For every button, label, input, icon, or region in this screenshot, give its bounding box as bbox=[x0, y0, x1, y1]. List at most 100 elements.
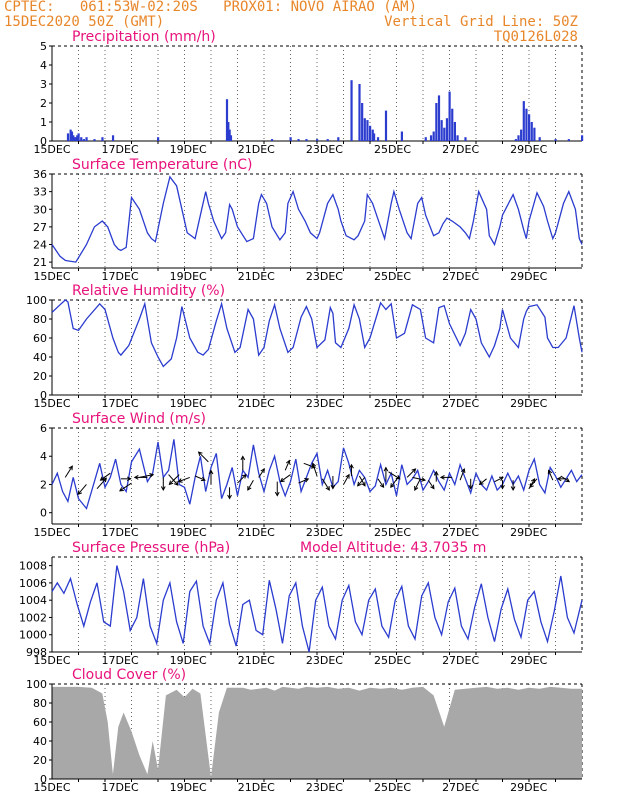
precip-bar bbox=[432, 131, 435, 141]
precip-bar bbox=[522, 101, 525, 141]
precip-bar bbox=[525, 108, 528, 141]
precip-bar bbox=[337, 137, 340, 141]
x-tick-label: 15DEC bbox=[33, 270, 70, 283]
precip-bar bbox=[440, 120, 443, 141]
y-tick-label: 1 bbox=[40, 116, 47, 129]
panel-title: Precipitation (mm/h) bbox=[72, 29, 216, 45]
y-tick-label: 1006 bbox=[19, 577, 47, 590]
x-tick-label: 27DEC bbox=[442, 526, 479, 539]
y-tick-label: 1000 bbox=[19, 629, 47, 642]
x-tick-label: 17DEC bbox=[102, 654, 139, 667]
precip-bar bbox=[76, 135, 79, 141]
panel-temp: 21 24 27 30 33 36 15DEC 17DEC 19DEC 21DEC 23DEC 25D… bbox=[33, 157, 583, 283]
x-tick-label: 25DEC bbox=[374, 397, 411, 410]
wind-arrow bbox=[494, 476, 504, 483]
x-tick-label: 19DEC bbox=[170, 270, 207, 283]
y-tick-label: 20 bbox=[33, 370, 47, 383]
wind-arrow bbox=[258, 468, 265, 478]
x-tick-label: 15DEC bbox=[33, 526, 70, 539]
x-tick-label: 15DEC bbox=[33, 397, 70, 410]
x-tick-label: 21DEC bbox=[238, 143, 275, 156]
precip-bar bbox=[520, 129, 523, 141]
precip-bar bbox=[74, 137, 78, 141]
x-tick-label: 25DEC bbox=[374, 781, 411, 794]
wind-arrow bbox=[459, 468, 466, 481]
precip-bar bbox=[443, 127, 446, 141]
y-tick-label: 0 bbox=[40, 773, 47, 786]
precip-bar bbox=[429, 135, 433, 141]
precip-bar bbox=[366, 120, 369, 141]
y-tick-label: 0 bbox=[40, 389, 47, 402]
wind-arrow bbox=[284, 459, 291, 471]
wind-arrow bbox=[120, 476, 132, 482]
precip-bar bbox=[101, 137, 104, 141]
precip-bar bbox=[435, 103, 438, 141]
y-tick-label: 0 bbox=[40, 135, 47, 148]
y-tick-label: 100 bbox=[26, 294, 47, 307]
wind-arrow bbox=[383, 466, 389, 482]
wind-arrow bbox=[556, 476, 567, 482]
panel-title: Relative Humidity (%) bbox=[72, 283, 225, 299]
y-tick-label: 0 bbox=[40, 507, 47, 520]
x-tick-label: 23DEC bbox=[306, 143, 343, 156]
y-tick-label: 36 bbox=[33, 168, 47, 181]
y-tick-label: 4 bbox=[40, 59, 47, 72]
precip-bar bbox=[270, 139, 274, 141]
precip-bar bbox=[448, 91, 451, 141]
precip-bar bbox=[72, 135, 75, 141]
x-tick-label: 19DEC bbox=[170, 143, 207, 156]
wind-arrow bbox=[510, 480, 516, 492]
x-tick-label: 23DEC bbox=[306, 781, 343, 794]
x-tick-label: 15DEC bbox=[33, 143, 70, 156]
x-tick-label: 27DEC bbox=[442, 143, 479, 156]
wind-arrow bbox=[357, 477, 366, 487]
y-tick-label: 998 bbox=[26, 646, 47, 659]
precip-bar bbox=[451, 108, 454, 141]
wind-arrow bbox=[177, 476, 190, 483]
x-tick-label: 23DEC bbox=[306, 654, 343, 667]
wind-arrow bbox=[311, 462, 318, 477]
wind-arrow bbox=[349, 463, 354, 476]
precip-bar bbox=[554, 139, 557, 141]
header-grid-note: Vertical Grid Line: 50Z bbox=[384, 14, 578, 30]
panel-precip: 0 1 2 3 4 5 15DEC 17DEC 19DEC 21DEC 23DEC 25DEC 27DE… bbox=[33, 29, 584, 156]
pres-series-line bbox=[51, 565, 583, 653]
panel-title: Surface Temperature (nC) bbox=[72, 157, 253, 173]
y-tick-label: 80 bbox=[33, 313, 47, 326]
precip-bar bbox=[326, 139, 329, 141]
wind-arrow bbox=[96, 477, 107, 490]
precip-bar bbox=[358, 84, 361, 141]
precip-bar bbox=[400, 131, 403, 141]
precip-bar bbox=[73, 137, 76, 141]
wind-arrow bbox=[330, 476, 336, 490]
y-tick-label: 27 bbox=[33, 221, 47, 234]
y-tick-label: 30 bbox=[33, 203, 47, 216]
y-tick-label: 4 bbox=[40, 450, 47, 463]
y-tick-label: 21 bbox=[33, 256, 47, 269]
precip-bar bbox=[464, 137, 467, 141]
y-tick-label: 1002 bbox=[19, 611, 47, 624]
x-tick-label: 25DEC bbox=[374, 654, 411, 667]
wind-arrow bbox=[227, 487, 232, 500]
x-tick-label: 17DEC bbox=[102, 397, 139, 410]
y-tick-label: 60 bbox=[33, 332, 47, 345]
wind-arrow bbox=[64, 465, 73, 478]
header-station-line: CPTEC: 061:53W-02:20S PROX01: NOVO AIRAO… bbox=[4, 0, 418, 15]
x-tick-label: 19DEC bbox=[170, 781, 207, 794]
x-tick-label: 19DEC bbox=[170, 654, 207, 667]
x-tick-label: 25DEC bbox=[374, 143, 411, 156]
x-tick-label: 23DEC bbox=[306, 270, 343, 283]
wind-arrow bbox=[500, 480, 505, 490]
precip-bar bbox=[371, 129, 374, 141]
wind-arrow bbox=[468, 478, 474, 490]
x-tick-label: 21DEC bbox=[238, 654, 275, 667]
y-tick-label: 20 bbox=[33, 754, 47, 767]
precip-bar bbox=[66, 133, 70, 141]
y-tick-label: 3 bbox=[40, 78, 47, 91]
x-tick-label: 23DEC bbox=[306, 526, 343, 539]
wind-arrow bbox=[77, 484, 87, 496]
x-tick-label: 27DEC bbox=[442, 397, 479, 410]
model-altitude-label: Model Altitude: 43.7035 m bbox=[300, 540, 486, 556]
x-tick-label: 17DEC bbox=[102, 526, 139, 539]
